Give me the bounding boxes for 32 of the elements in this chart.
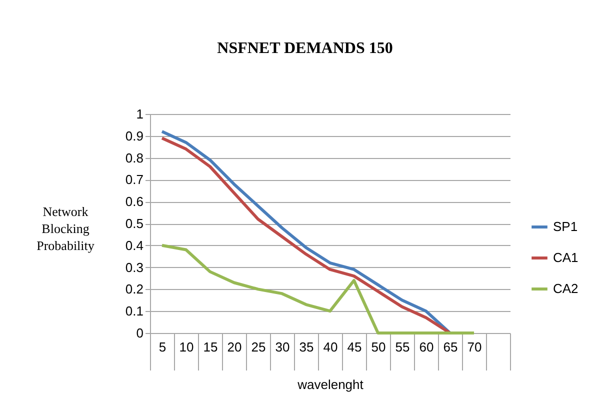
x-tick-label: 60 xyxy=(419,340,434,354)
y-tick-label: 0.1 xyxy=(125,304,144,319)
y-tick-label: 0.3 xyxy=(125,260,144,275)
y-tick-label: 0.5 xyxy=(125,216,144,231)
y-tick-label: 0.7 xyxy=(125,172,144,188)
x-tick-label: 30 xyxy=(275,340,290,354)
y-tick-label: 0.6 xyxy=(125,194,144,210)
x-tick-label: 65 xyxy=(443,340,458,354)
x-tick-label: 35 xyxy=(299,340,314,354)
x-tick-label: 70 xyxy=(467,340,482,354)
x-tick-label: 45 xyxy=(347,340,362,354)
x-tick-label: 10 xyxy=(179,340,194,354)
x-tick-label: 55 xyxy=(395,340,410,354)
y-tick-label: 0.4 xyxy=(125,238,144,253)
y-tick-label: 0.2 xyxy=(125,282,144,297)
x-tick-label: 20 xyxy=(227,340,242,354)
legend-label: CA2 xyxy=(553,281,578,296)
legend-label: CA1 xyxy=(553,250,578,265)
y-tick-label: 0.8 xyxy=(125,150,144,166)
y-tick-label: 1 xyxy=(136,106,144,122)
x-tick-label: 15 xyxy=(203,340,218,354)
x-tick-label: 50 xyxy=(371,340,386,354)
line-series xyxy=(160,244,476,334)
x-axis-title: wavelenght xyxy=(296,377,364,392)
legend-label: SP1 xyxy=(553,219,578,234)
y-axis-title: Network Blocking Probability xyxy=(36,204,95,253)
y-tick-label: 0 xyxy=(136,326,144,340)
x-tick-label: 40 xyxy=(323,340,338,354)
y-tick-label: 0.9 xyxy=(125,128,144,144)
x-tick-label: 5 xyxy=(158,340,166,354)
chart-title: NSFNET DEMANDS 150 xyxy=(217,40,393,57)
x-tick-label: 25 xyxy=(251,340,266,354)
